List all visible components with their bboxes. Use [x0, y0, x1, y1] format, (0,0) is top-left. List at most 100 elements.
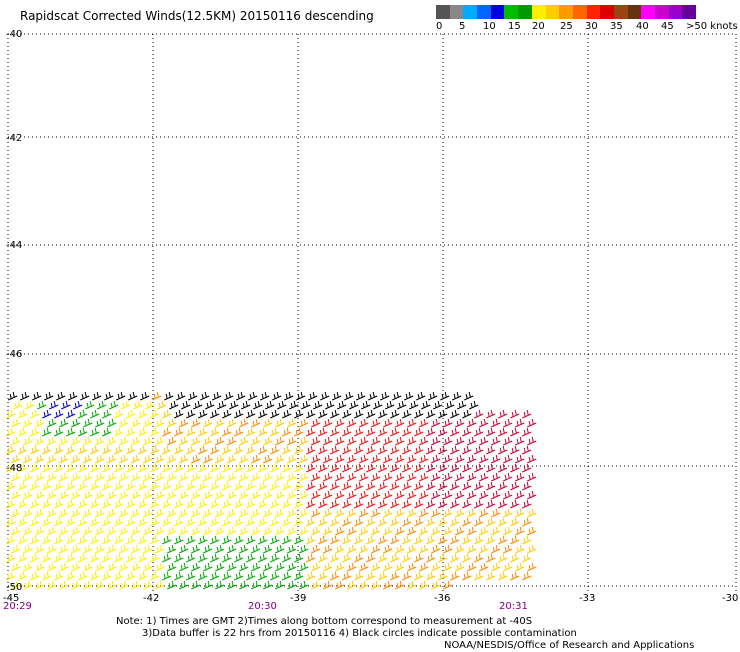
wind-barb — [186, 571, 196, 581]
wind-barb — [510, 463, 520, 473]
wind-barb — [157, 400, 167, 410]
wind-barb — [527, 436, 537, 446]
wind-barb — [126, 499, 136, 509]
wind-barb — [78, 445, 88, 455]
wind-barb — [234, 445, 244, 455]
wind-barb — [126, 553, 136, 563]
wind-barb — [491, 490, 501, 500]
wind-barb — [138, 445, 148, 455]
wind-barb — [78, 571, 88, 581]
wind-barb — [455, 562, 465, 572]
wind-barb — [251, 580, 261, 590]
wind-barb — [287, 562, 297, 572]
wind-barb — [414, 463, 424, 473]
wind-barb — [210, 481, 220, 491]
wind-barb — [107, 562, 117, 572]
wind-barb — [179, 508, 189, 518]
wind-barb — [371, 544, 381, 554]
wind-barb — [167, 418, 177, 428]
wind-barb — [138, 553, 148, 563]
time-label-2031: 20:31 — [499, 601, 528, 612]
wind-barb — [119, 454, 129, 464]
wind-barb — [191, 490, 201, 500]
wind-barb — [491, 454, 501, 464]
wind-barb — [215, 436, 225, 446]
wind-barb — [234, 517, 244, 527]
wind-barb — [450, 535, 460, 545]
wind-barb — [354, 409, 364, 419]
wind-barb — [342, 535, 352, 545]
wind-barb — [287, 508, 297, 518]
wind-barb — [414, 553, 424, 563]
wind-barb — [282, 553, 292, 563]
wind-barb — [474, 553, 484, 563]
wind-barb — [294, 553, 304, 563]
wind-barb — [503, 472, 513, 482]
wind-barb — [6, 481, 16, 491]
wind-barb — [258, 571, 268, 581]
wind-barb — [383, 490, 393, 500]
wind-barb — [66, 445, 76, 455]
wind-barb — [162, 427, 172, 437]
wind-barb — [263, 508, 273, 518]
wind-barb — [18, 571, 28, 581]
wind-barb — [73, 400, 83, 410]
wind-barb — [263, 490, 273, 500]
wind-barb — [30, 463, 40, 473]
wind-barb — [203, 562, 213, 572]
wind-barb — [18, 535, 28, 545]
wind-barb — [301, 400, 311, 410]
wind-barb — [361, 400, 371, 410]
wind-barb — [42, 481, 52, 491]
wind-barb — [450, 517, 460, 527]
wind-barb — [167, 436, 177, 446]
wind-barb — [479, 526, 489, 536]
wind-barb — [313, 400, 323, 410]
colorbar-segment — [559, 5, 573, 19]
wind-barb — [337, 400, 347, 410]
wind-barb — [347, 526, 357, 536]
wind-barb — [503, 418, 513, 428]
wind-barb — [47, 562, 57, 572]
wind-barb — [306, 571, 316, 581]
wind-barb — [143, 526, 153, 536]
wind-barb — [210, 571, 220, 581]
wind-barb — [359, 580, 369, 590]
wind-barb — [347, 418, 357, 428]
wind-barb — [347, 490, 357, 500]
wind-barb — [23, 418, 33, 428]
wind-barb — [402, 499, 412, 509]
wind-barb — [275, 508, 285, 518]
wind-barb — [83, 436, 93, 446]
wind-barb — [20, 391, 30, 401]
wind-barb — [78, 553, 88, 563]
wind-barb — [323, 436, 333, 446]
wind-barb — [426, 571, 436, 581]
wind-barb — [35, 472, 45, 482]
wind-barb — [416, 391, 426, 401]
wind-barb — [42, 409, 52, 419]
wind-barb — [205, 400, 215, 410]
colorbar-segment — [655, 5, 669, 19]
wind-barb — [47, 454, 57, 464]
wind-barb — [246, 427, 256, 437]
colorbar-segment — [572, 5, 587, 19]
wind-barb — [359, 436, 369, 446]
wind-barb — [323, 454, 333, 464]
wind-barb — [30, 427, 40, 437]
wind-barb — [119, 526, 129, 536]
wind-barb — [174, 499, 184, 509]
wind-barb — [426, 499, 436, 509]
wind-barb — [498, 427, 508, 437]
wind-barb — [450, 553, 460, 563]
wind-barb — [260, 391, 270, 401]
wind-barb — [234, 535, 244, 545]
wind-barb — [42, 463, 52, 473]
wind-barb — [380, 391, 390, 401]
wind-barb — [126, 481, 136, 491]
wind-barb — [11, 508, 21, 518]
wind-barb — [450, 463, 460, 473]
wind-barb — [371, 454, 381, 464]
wind-barb — [30, 571, 40, 581]
map-title: Rapidscat Corrected Winds(12.5KM) 201501… — [20, 9, 374, 23]
